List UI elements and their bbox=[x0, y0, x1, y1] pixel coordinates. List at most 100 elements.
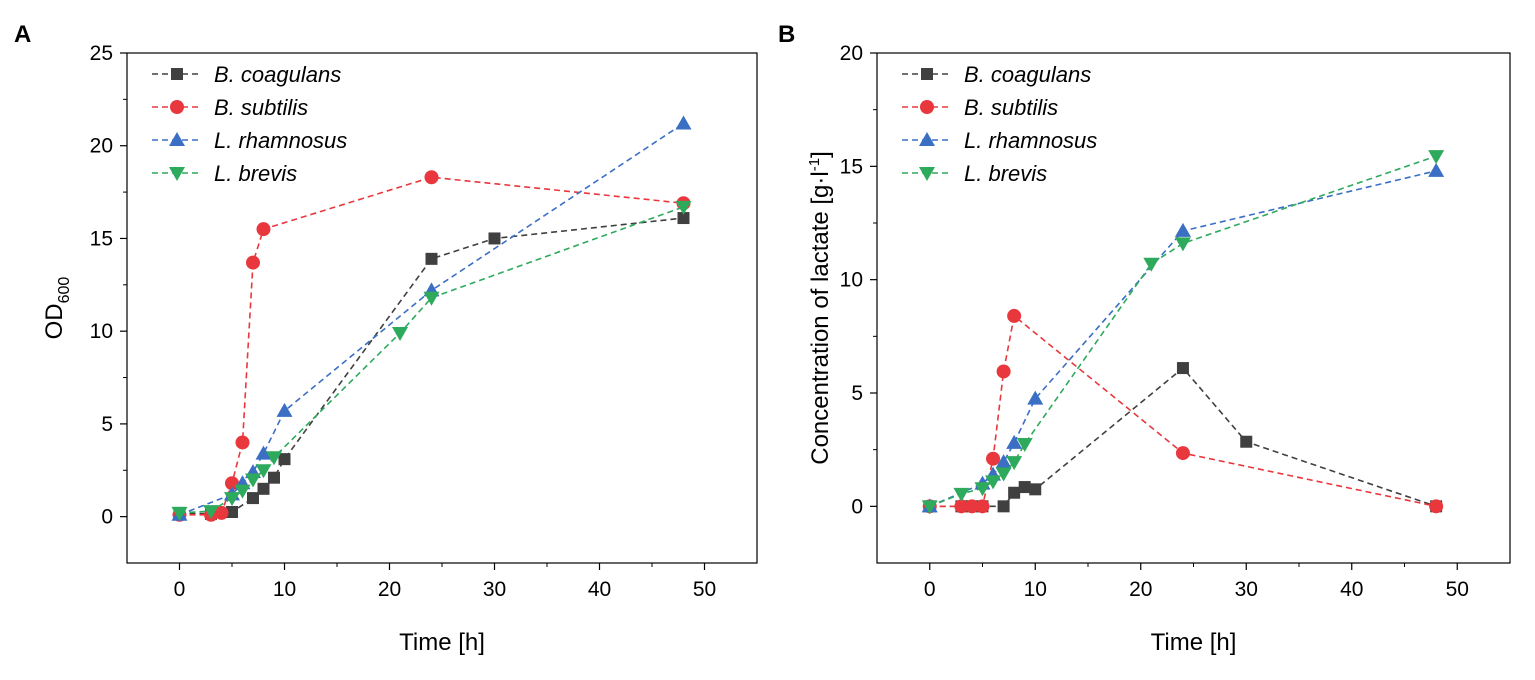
x-tick-label: 10 bbox=[273, 578, 296, 601]
y-tick-label: 15 bbox=[840, 155, 863, 178]
data-point bbox=[986, 451, 1001, 466]
legend-marker bbox=[169, 167, 185, 181]
data-point bbox=[255, 445, 272, 460]
data-point bbox=[995, 454, 1012, 469]
data-point bbox=[1007, 308, 1022, 323]
data-point bbox=[392, 327, 408, 342]
data-point bbox=[256, 222, 271, 237]
legend-marker bbox=[919, 132, 935, 146]
data-point bbox=[1027, 390, 1044, 405]
data-point bbox=[953, 487, 970, 502]
data-point bbox=[1428, 150, 1445, 165]
x-tick-label: 50 bbox=[693, 578, 716, 601]
data-point bbox=[425, 252, 438, 265]
data-point bbox=[255, 464, 272, 479]
data-point bbox=[1006, 456, 1023, 471]
data-point bbox=[997, 500, 1010, 513]
x-tick-label: 20 bbox=[378, 578, 401, 601]
data-point bbox=[974, 482, 991, 497]
y-tick-label: 25 bbox=[90, 42, 113, 65]
x-tick-label: 30 bbox=[483, 578, 506, 601]
series-line bbox=[929, 366, 1437, 508]
y-tick-label: 5 bbox=[851, 382, 863, 405]
series-line bbox=[179, 176, 684, 516]
data-point bbox=[171, 506, 188, 521]
x-tick-label: 40 bbox=[588, 578, 611, 601]
data-point bbox=[1018, 481, 1031, 494]
panel-label-a: A bbox=[14, 21, 31, 48]
x-tick-label: 20 bbox=[1129, 578, 1152, 601]
data-point bbox=[1240, 435, 1253, 448]
data-point bbox=[677, 212, 690, 225]
data-point bbox=[266, 451, 282, 466]
y-tick-label: 20 bbox=[840, 42, 863, 65]
data-point bbox=[424, 170, 439, 185]
panel-a: A 0 10 20 30 40 50 0 5 10 15 20 25 Time [h] OD600 B. c… bbox=[14, 21, 758, 656]
y-tick-label: 10 bbox=[90, 320, 113, 343]
data-point bbox=[268, 471, 280, 484]
data-point bbox=[224, 492, 240, 507]
data-point bbox=[278, 453, 291, 466]
data-point bbox=[1143, 257, 1160, 272]
data-point bbox=[203, 505, 219, 520]
y-tick-label: 5 bbox=[101, 413, 113, 436]
data-point bbox=[423, 291, 440, 306]
x-tick-label: 30 bbox=[1235, 578, 1258, 601]
data-point bbox=[1174, 222, 1191, 237]
legend-marker bbox=[919, 167, 935, 181]
data-point bbox=[1008, 486, 1021, 499]
data-point bbox=[246, 255, 260, 270]
data-point bbox=[276, 402, 293, 417]
series-b-subtilis: B. subtilis bbox=[902, 95, 1444, 514]
legend-label: B. coagulans bbox=[964, 62, 1091, 87]
data-point bbox=[488, 232, 501, 245]
data-point bbox=[1016, 438, 1033, 452]
y-axis-label-main: Concentration of lactate [g·l bbox=[807, 171, 834, 465]
y-tick-label: 15 bbox=[90, 227, 113, 250]
y-axis-label-superscript: -1 bbox=[806, 158, 823, 171]
y-tick-label: 0 bbox=[101, 506, 113, 529]
y-axis-label-subscript: 600 bbox=[56, 277, 73, 304]
data-point bbox=[1428, 162, 1445, 177]
legend-label: L. rhamnosus bbox=[214, 128, 347, 153]
data-point bbox=[921, 500, 938, 515]
legend-label: B. coagulans bbox=[214, 62, 341, 87]
x-tick-label: 40 bbox=[1340, 578, 1363, 601]
legend-label: L. rhamnosus bbox=[964, 128, 1097, 153]
series-l-brevis: L. brevis bbox=[902, 150, 1445, 515]
data-point bbox=[234, 484, 251, 499]
y-axis-label-main: OD bbox=[41, 303, 68, 339]
data-point bbox=[245, 473, 261, 488]
legend-label: L. brevis bbox=[214, 161, 297, 186]
data-point bbox=[226, 506, 238, 518]
data-point bbox=[954, 499, 969, 514]
data-point bbox=[1029, 483, 1042, 496]
data-point bbox=[995, 467, 1012, 482]
data-point bbox=[1174, 237, 1191, 252]
data-point bbox=[964, 499, 979, 514]
x-tick-label: 10 bbox=[1024, 578, 1047, 601]
series-line bbox=[179, 122, 684, 516]
legend-label: B. subtilis bbox=[964, 95, 1058, 120]
legend-marker bbox=[170, 100, 184, 114]
legend-marker bbox=[169, 132, 185, 146]
series-l-brevis: L. brevis bbox=[152, 161, 692, 521]
data-point bbox=[1176, 362, 1189, 375]
y-tick-label: 10 bbox=[840, 269, 863, 292]
data-point bbox=[225, 476, 239, 491]
x-tick-label: 0 bbox=[174, 578, 186, 601]
series-b-coagulans: B. coagulans bbox=[902, 62, 1443, 513]
data-point bbox=[996, 364, 1011, 379]
x-axis-label: Time [h] bbox=[1151, 629, 1237, 656]
data-point bbox=[257, 482, 270, 495]
data-point bbox=[247, 492, 259, 505]
y-tick-label: 20 bbox=[90, 135, 113, 158]
data-point bbox=[675, 200, 692, 215]
data-point bbox=[1429, 499, 1444, 514]
legend-marker bbox=[920, 100, 934, 114]
legend-marker bbox=[921, 68, 933, 80]
legend-label: B. subtilis bbox=[214, 95, 308, 120]
data-point bbox=[975, 499, 990, 514]
data-point bbox=[985, 475, 1002, 490]
series-line bbox=[929, 155, 1437, 508]
